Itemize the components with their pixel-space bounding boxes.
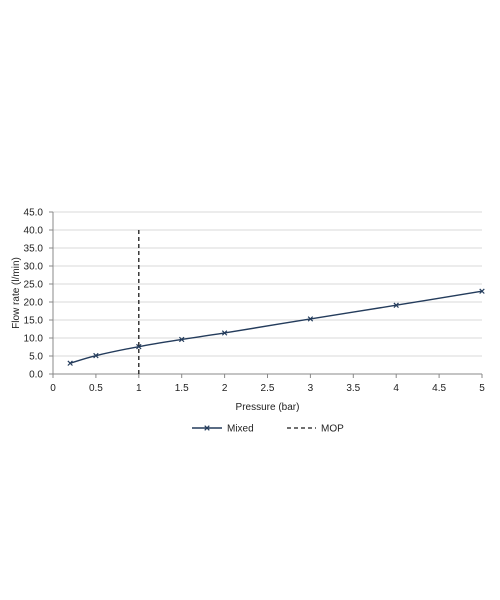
axes <box>49 211 483 378</box>
series <box>67 288 485 366</box>
x-tick-label: 1 <box>136 383 142 394</box>
y-tick-labels: 0.0 5.0 10.0 15.0 20.0 25.0 30.0 35.0 40.0 45.0 <box>24 208 44 381</box>
y-tick-label: 40.0 <box>24 226 44 237</box>
data-point-marker <box>479 288 485 294</box>
y-tick-label: 30.0 <box>24 262 44 273</box>
legend-item-mop: MOP <box>287 424 344 435</box>
data-point-marker <box>393 302 399 308</box>
data-point-marker <box>136 343 142 350</box>
x-tick-label: 1.5 <box>175 383 189 394</box>
y-tick-label: 45.0 <box>24 208 44 219</box>
x-axis-title: Pressure (bar) <box>236 402 300 413</box>
x-tick-label: 0 <box>50 383 56 394</box>
y-tick-label: 20.0 <box>24 298 44 309</box>
y-tick-label: 5.0 <box>29 352 43 363</box>
y-tick-label: 0.0 <box>29 370 43 381</box>
y-axis-title: Flow rate (l/min) <box>11 257 22 329</box>
data-point-marker <box>178 336 185 343</box>
x-tick-label: 0.5 <box>89 383 103 394</box>
y-tick-label: 25.0 <box>24 280 44 291</box>
x-tick-label: 4 <box>393 383 399 394</box>
x-tick-label: 3 <box>308 383 314 394</box>
x-tick-label: 4.5 <box>432 383 446 394</box>
x-tick-label: 2.5 <box>261 383 275 394</box>
data-point-marker <box>93 352 99 359</box>
y-tick-label: 35.0 <box>24 244 44 255</box>
gridlines <box>53 211 482 357</box>
y-tick-label: 15.0 <box>24 316 44 327</box>
x-tick-label: 3.5 <box>346 383 360 394</box>
y-tick-label: 10.0 <box>24 334 44 345</box>
x-tick-label: 5 <box>479 383 485 394</box>
data-point-marker <box>307 316 314 322</box>
legend-label-mop: MOP <box>321 424 344 435</box>
x-tick-label: 2 <box>222 383 228 394</box>
x-tick-labels: 0 0.5 1 1.5 2 2.5 3 3.5 4 4.5 5 <box>50 383 485 394</box>
legend-label-mixed: Mixed <box>227 424 254 435</box>
legend: Mixed MOP <box>192 424 344 435</box>
legend-item-mixed: Mixed <box>192 424 254 435</box>
data-point-marker <box>221 330 228 336</box>
data-point-marker <box>67 360 73 366</box>
